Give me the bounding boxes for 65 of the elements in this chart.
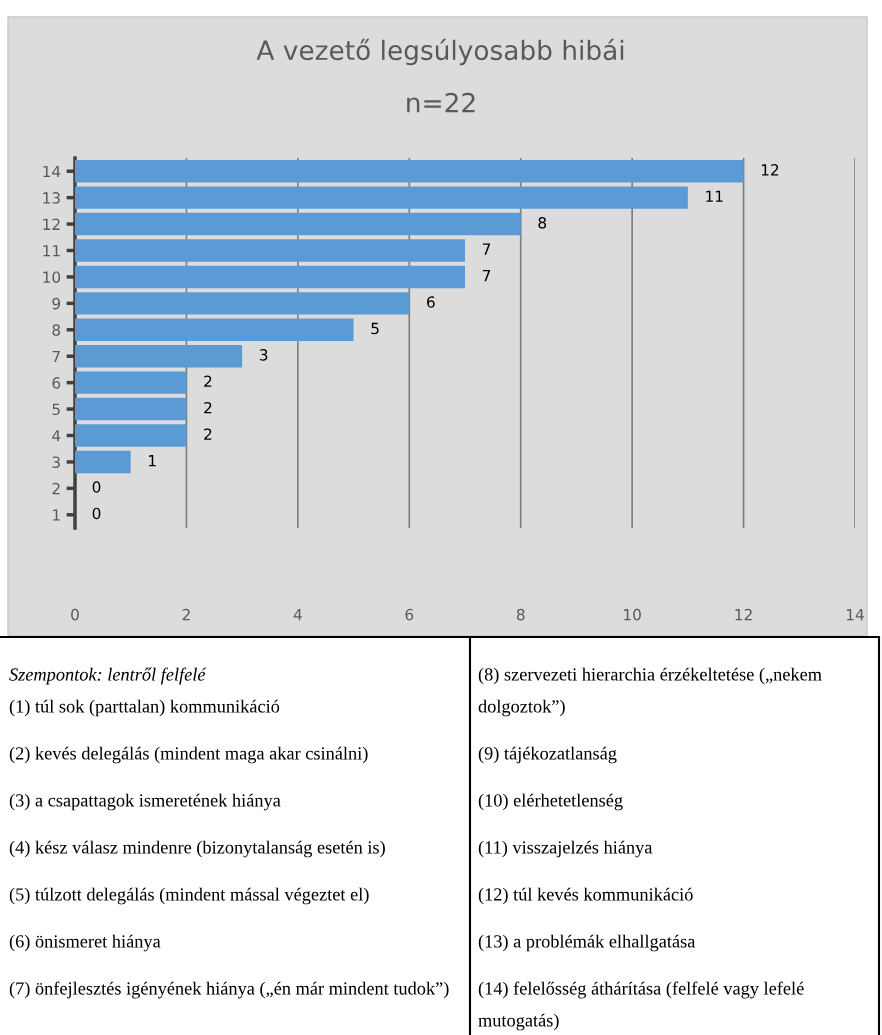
bar [75,239,465,262]
x-tick-label: 4 [293,609,302,621]
text: (3) a csapattagok ismeretének hiánya [9,793,281,811]
y-tick-label: 7 [52,350,60,363]
x-tick-label: 6 [405,608,414,621]
data-label: 2 [204,401,212,414]
data-label: 12 [761,164,779,176]
text: (14) felelősség áthárítása (felfelé vagy lefelé mutogatás) [478,981,804,1031]
bar [75,397,187,421]
data-label: 2 [204,428,212,440]
y-tick-label: 6 [52,377,61,389]
text: (8) szervezeti hierarchia érzékeltetése („nekem dolgoztok”) [478,667,822,717]
bar [75,292,410,315]
data-label: 6 [427,296,435,308]
bar [75,450,131,474]
data-label: 8 [538,216,547,229]
text: Szempontok: lentről felfelé [9,667,207,685]
y-tick-label: 14 [43,165,61,178]
data-label: 2 [204,375,212,387]
y-tick-label: 8 [52,324,61,336]
bar [75,159,744,183]
chart-subtitle: n=22 [407,92,475,113]
text: (2) kevés delegálás (mindent maga akar csinálni) [9,746,368,764]
y-tick-label: 9 [52,297,61,310]
text: (5) túlzott delegálás (mindent mással végeztet el) [9,887,369,905]
bar [75,212,521,236]
x-tick-label: 8 [516,608,525,621]
text: (13) a problémák elhallgatása [478,934,696,952]
bar [75,318,354,342]
y-tick-label: 3 [52,456,60,468]
y-tick-label: 13 [43,192,60,204]
text: (4) kész válasz mindenre (bizonytalanság esetén is) [9,840,385,858]
data-label: 0 [92,481,101,493]
text: (6) önismeret hiánya [9,934,161,952]
bar [75,424,187,447]
text: (9) tájékozatlanság [478,746,617,764]
bar [75,186,688,209]
bar [75,344,243,368]
bar [75,265,465,289]
x-tick-label: 12 [735,608,752,621]
text: (7) önfejlesztés igényének hiánya („én már mindent tudok”) [9,981,449,999]
text: (12) túl kevés kommunikáció [478,887,693,905]
data-label: 7 [482,243,491,255]
data-label: 0 [92,507,101,520]
bar [75,371,187,394]
y-tick-label: 5 [52,403,60,416]
data-label: 1 [149,455,156,467]
data-label: 11 [706,190,723,202]
data-label: 3 [259,349,268,361]
data-label: 5 [371,322,379,335]
y-tick-label: 10 [43,271,61,283]
y-tick-label: 12 [43,218,60,230]
x-tick-label: 10 [624,608,641,621]
y-tick-label: 4 [52,430,61,442]
x-tick-label: 14 [846,609,864,621]
text: (1) túl sok (parttalan) kommunikáció [9,699,280,717]
text: (11) visszajelzés hiánya [478,840,653,858]
x-tick-label: 0 [71,608,79,621]
text: (10) elérhetetlenség [478,793,623,811]
y-tick-label: 2 [52,482,60,495]
y-tick-label: 11 [43,245,60,257]
x-tick-label: 2 [182,608,190,621]
chart-title: A vezető legsúlyosabb hibái [256,38,624,66]
y-tick-label: 1 [53,509,60,521]
data-label: 7 [482,270,491,282]
